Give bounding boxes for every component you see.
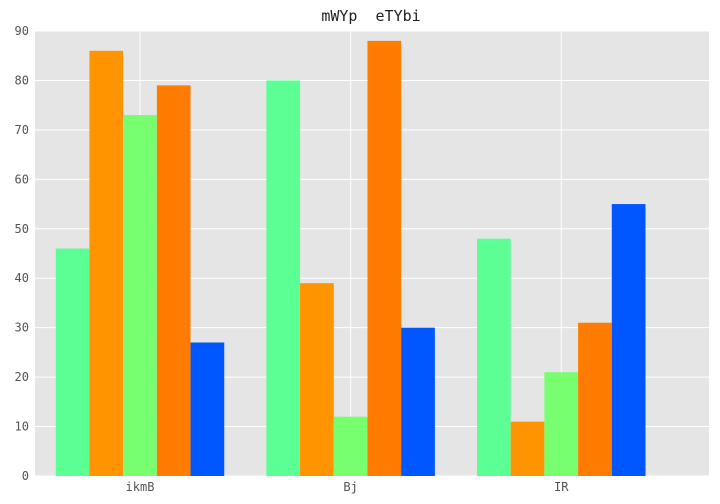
y-tick-label: 20 (15, 370, 29, 384)
y-tick-label: 10 (15, 420, 29, 434)
bars (55, 40, 646, 476)
bar (611, 204, 646, 476)
bar (123, 115, 157, 476)
bar (156, 85, 191, 476)
bar (333, 416, 368, 476)
x-tick-label: ikmB (126, 480, 155, 494)
x-tick-label: IR (554, 480, 569, 494)
bar (89, 50, 124, 476)
y-tick-label: 70 (15, 123, 29, 137)
x-tick-label: Bj (343, 480, 357, 494)
bar (510, 421, 545, 476)
y-tick-label: 30 (15, 321, 29, 335)
bar (401, 327, 435, 476)
bar (578, 322, 612, 476)
bar (266, 80, 301, 476)
y-tick-label: 90 (15, 24, 29, 38)
y-axis-ticks: 0 10 20 30 40 50 60 70 80 90 (15, 24, 29, 483)
bar (477, 238, 511, 476)
x-axis-ticks: ikmB Bj IR (126, 480, 570, 494)
bar (55, 248, 90, 476)
bar (544, 372, 579, 476)
chart-title: mWYp eTYbi (321, 7, 420, 25)
bar (300, 283, 334, 476)
bar (367, 40, 402, 476)
y-tick-label: 60 (15, 172, 29, 186)
bar (190, 342, 225, 476)
y-tick-label: 50 (15, 222, 29, 236)
y-tick-label: 40 (15, 271, 29, 285)
y-tick-label: 0 (22, 469, 29, 483)
y-tick-label: 80 (15, 73, 29, 87)
